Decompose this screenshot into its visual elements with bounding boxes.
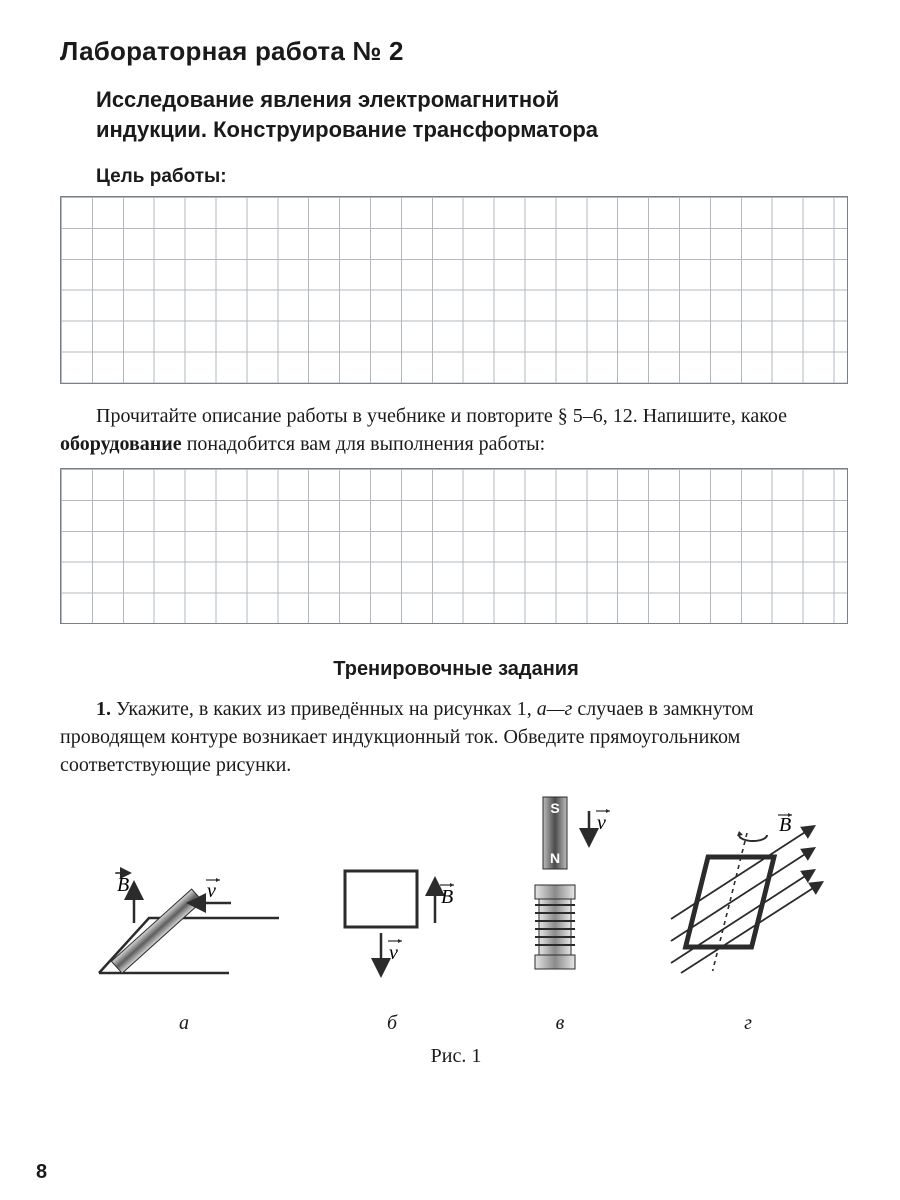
figure-v-label: в xyxy=(495,1012,625,1035)
figure-g-label: г xyxy=(663,1012,833,1035)
figure-a-label: а xyxy=(79,1012,289,1035)
instruction-bold: оборудование xyxy=(60,433,182,455)
svg-text:B: B xyxy=(117,874,129,896)
figure-g: B г xyxy=(663,813,833,1035)
diagram-v-icon: S N v xyxy=(495,793,625,993)
lab-topic: Исследование явления электромагнитной ин… xyxy=(96,85,852,144)
instruction-post: понадобится вам для выполнения работы: xyxy=(182,433,545,455)
topic-line-1: Исследование явления электромагнитной xyxy=(96,87,559,112)
diagram-b-icon: B v xyxy=(327,823,457,993)
svg-text:v: v xyxy=(207,880,216,902)
task-number: 1. xyxy=(96,698,111,720)
writing-grid-goal xyxy=(60,196,848,384)
figure-a: B v а xyxy=(79,823,289,1035)
svg-text:v: v xyxy=(597,812,606,834)
worksheet-page: Лабораторная работа № 2 Исследование явл… xyxy=(0,0,900,1200)
section-title: Тренировочные задания xyxy=(60,658,852,681)
figure-b: B v б xyxy=(327,823,457,1035)
task-1-text: 1. Укажите, в каких из приведённых на ри… xyxy=(60,695,852,779)
diagram-a-icon: B v xyxy=(79,823,289,993)
svg-text:v: v xyxy=(389,942,398,964)
figure-v: S N v xyxy=(495,793,625,1035)
instruction-paragraph: Прочитайте описание работы в учебнике и … xyxy=(60,402,852,458)
topic-line-2: индукции. Конструирование трансформатора xyxy=(96,117,598,142)
svg-text:B: B xyxy=(441,886,453,908)
lab-title: Лабораторная работа № 2 xyxy=(60,36,852,67)
goal-label: Цель работы: xyxy=(96,166,852,188)
task-pre: Укажите, в каких из приведённых на рисун… xyxy=(111,698,537,720)
magnet-n-label: N xyxy=(550,850,560,866)
task-range: а—г xyxy=(537,698,573,720)
magnet-s-label: S xyxy=(550,800,559,816)
figure-caption: Рис. 1 xyxy=(60,1045,852,1068)
page-number: 8 xyxy=(36,1161,47,1184)
figure-b-label: б xyxy=(327,1012,457,1035)
instruction-pre: Прочитайте описание работы в учебнике и … xyxy=(96,405,787,427)
svg-text:B: B xyxy=(779,814,791,836)
figure-row: B v а B xyxy=(60,793,852,1035)
writing-grid-equipment xyxy=(60,468,848,624)
diagram-g-icon: B xyxy=(663,813,833,993)
